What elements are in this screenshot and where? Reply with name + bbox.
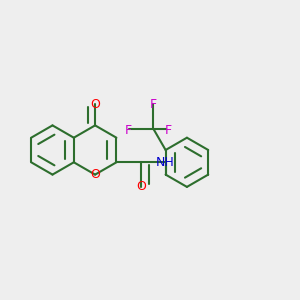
Text: O: O <box>90 98 100 111</box>
Text: O: O <box>90 168 100 181</box>
Text: NH: NH <box>156 156 175 169</box>
Text: F: F <box>150 98 157 111</box>
Text: F: F <box>165 124 172 137</box>
Text: O: O <box>136 180 146 194</box>
Text: F: F <box>125 124 132 137</box>
